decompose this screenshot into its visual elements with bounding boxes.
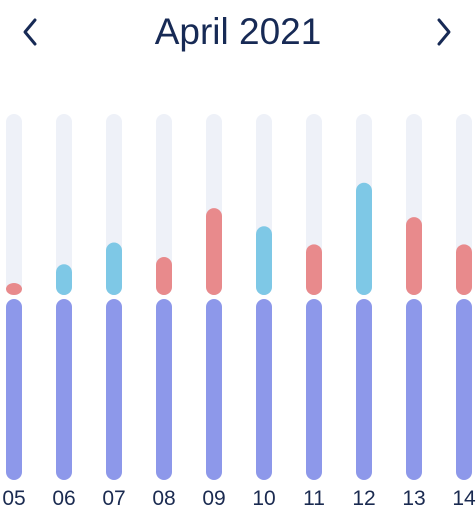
bar-top-segment-13 bbox=[406, 217, 422, 295]
bar-base-segment-12 bbox=[356, 299, 372, 480]
day-label-13: 13 bbox=[402, 487, 425, 510]
day-label-10: 10 bbox=[252, 487, 275, 510]
bar-top-segment-05 bbox=[6, 283, 22, 295]
bar-top-segment-08 bbox=[156, 256, 172, 295]
calendar-header: April 2021 bbox=[0, 0, 476, 64]
bar-top-segment-11 bbox=[306, 244, 322, 295]
bar-top-segment-14 bbox=[456, 244, 472, 295]
bar-base-segment-11 bbox=[306, 299, 322, 480]
bar-base-segment-05 bbox=[6, 299, 22, 480]
bar-top-segment-10 bbox=[256, 226, 272, 295]
day-label-06: 06 bbox=[52, 487, 75, 510]
bar-base-segment-08 bbox=[156, 299, 172, 480]
day-label-12: 12 bbox=[352, 487, 375, 510]
next-month-button[interactable] bbox=[424, 12, 464, 52]
bar-top-segment-12 bbox=[356, 182, 372, 295]
month-title: April 2021 bbox=[154, 11, 322, 52]
bar-base-segment-13 bbox=[406, 299, 422, 480]
bar-base-segment-14 bbox=[456, 299, 472, 480]
day-label-08: 08 bbox=[152, 487, 175, 510]
bar-base-segment-07 bbox=[106, 299, 122, 480]
day-label-11: 11 bbox=[303, 487, 325, 510]
day-label-09: 09 bbox=[202, 487, 225, 510]
bar-track-08 bbox=[156, 114, 172, 295]
day-label-05: 05 bbox=[2, 487, 25, 510]
bar-top-segment-06 bbox=[56, 264, 72, 295]
day-label-14: 14 bbox=[452, 487, 476, 510]
bar-top-segment-07 bbox=[106, 242, 122, 295]
bar-base-segment-10 bbox=[256, 299, 272, 480]
bar-base-segment-06 bbox=[56, 299, 72, 480]
day-label-07: 07 bbox=[102, 487, 125, 510]
chevron-left-icon bbox=[23, 18, 37, 46]
bar-top-segment-09 bbox=[206, 208, 222, 295]
bar-base-segment-09 bbox=[206, 299, 222, 480]
bar-track-06 bbox=[56, 114, 72, 295]
previous-month-button[interactable] bbox=[10, 12, 50, 52]
bar-track-05 bbox=[6, 114, 22, 295]
chevron-right-icon bbox=[437, 18, 451, 46]
